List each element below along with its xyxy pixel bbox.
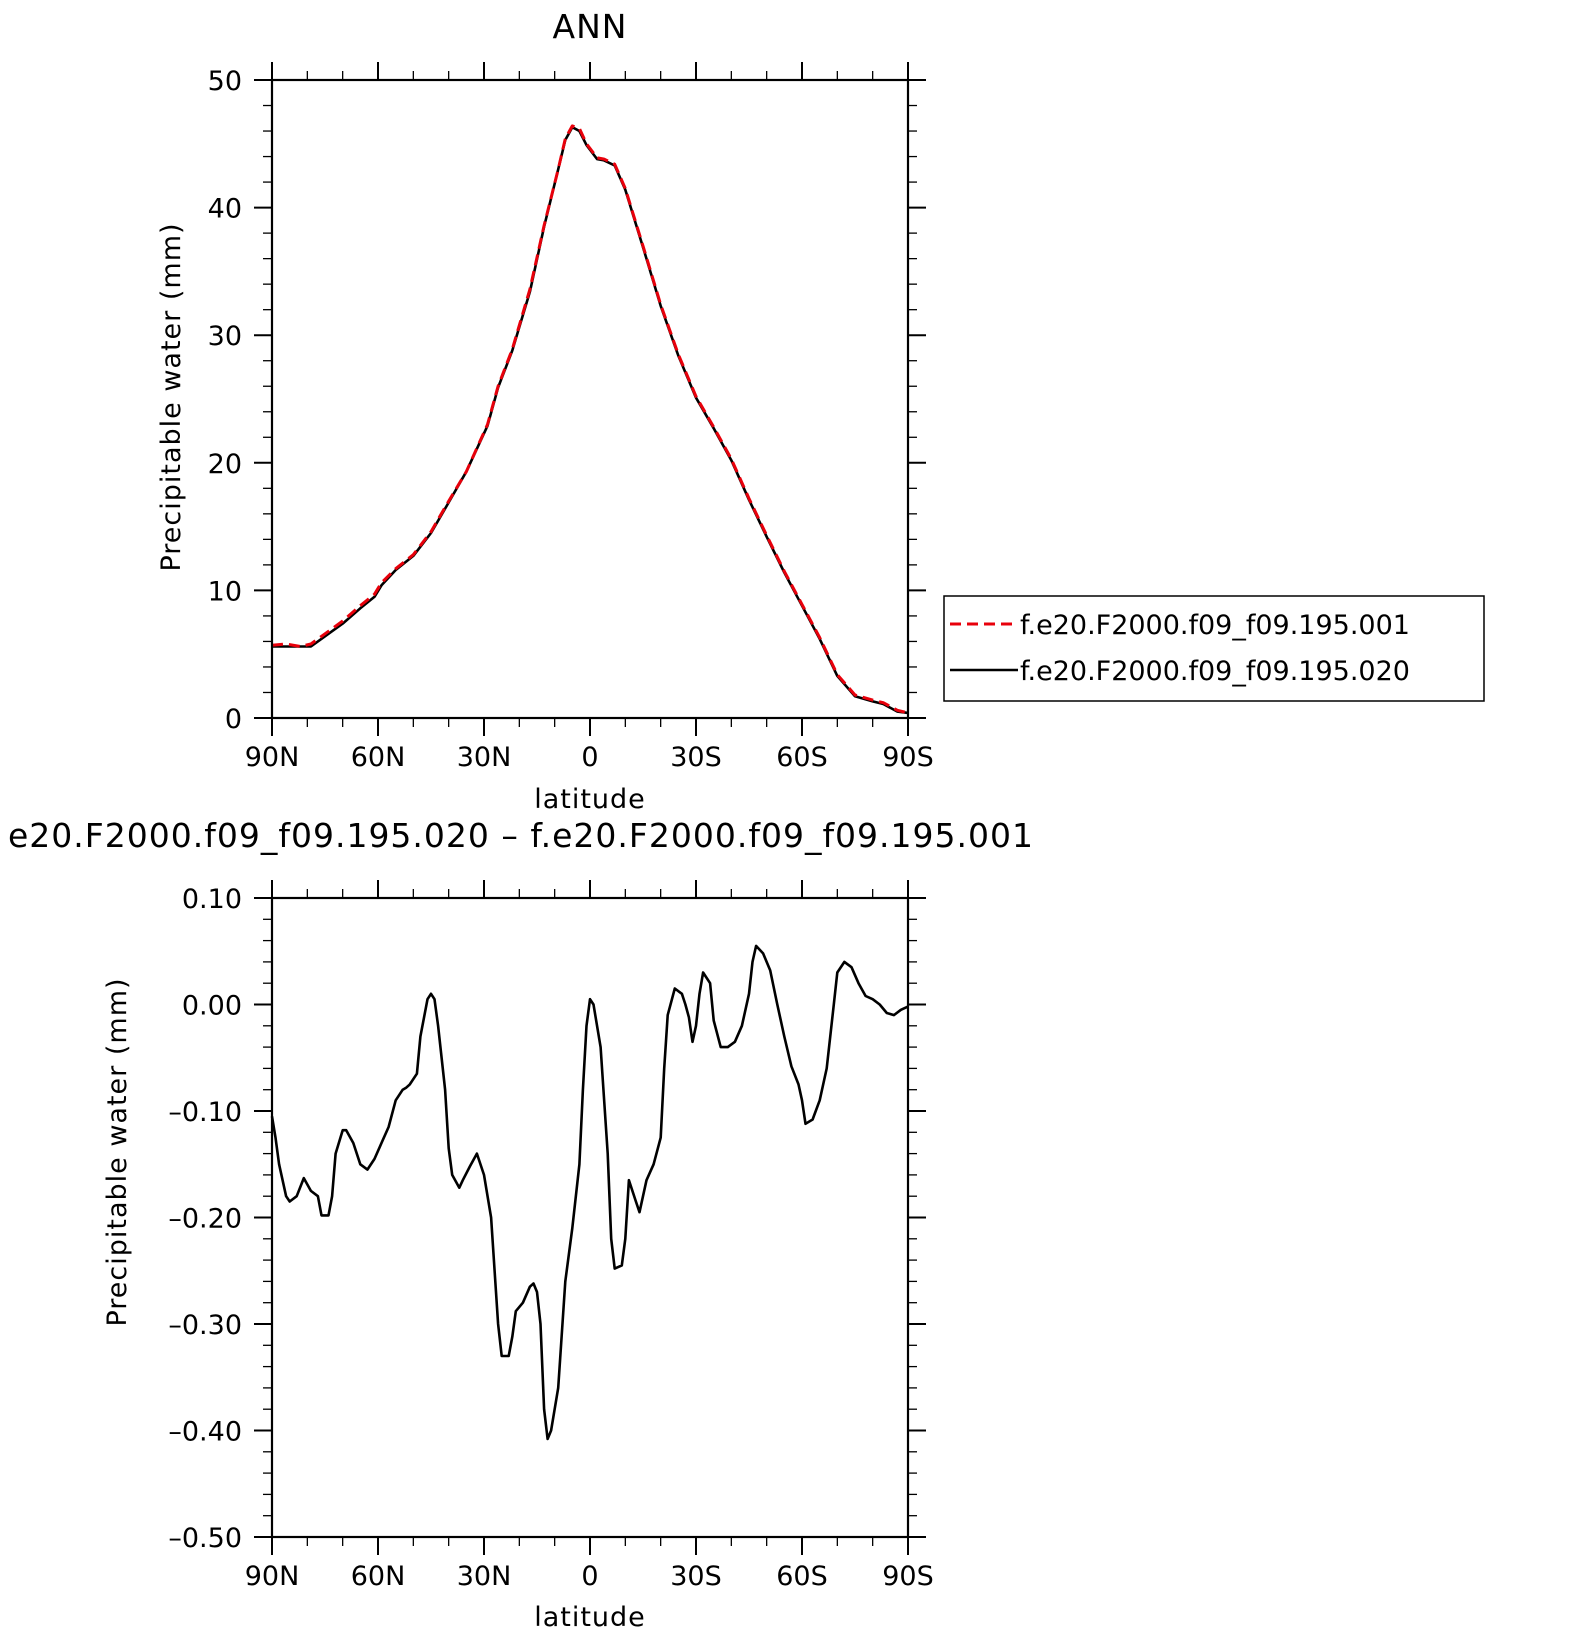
bottom-x-axis-label: latitude <box>534 1602 646 1633</box>
top-chart-title: ANN <box>553 7 628 46</box>
bottom-series-line-0 <box>270 944 909 1441</box>
top-x-tick-label: 30N <box>457 742 512 773</box>
top-y-tick-label: 20 <box>208 449 242 480</box>
bottom-x-tick-label: 60N <box>351 1561 406 1592</box>
bottom-x-tick-label: 30S <box>670 1561 722 1592</box>
bottom-x-tick-label: 90S <box>882 1561 934 1592</box>
top-x-tick-label: 60N <box>351 742 406 773</box>
top-x-tick-label: 0 <box>581 742 598 773</box>
bottom-x-tick-label: 90N <box>245 1561 300 1592</box>
top-y-tick-label: 50 <box>208 66 242 97</box>
top-x-tick-label: 90N <box>245 742 300 773</box>
legend-label-run2: f.e20.F2000.f09_f09.195.020 <box>1020 656 1410 687</box>
bottom-x-tick-label: 60S <box>776 1561 828 1592</box>
top-x-tick-label: 30S <box>670 742 722 773</box>
top-y-axis-label: Precipitable water (mm) <box>156 222 187 571</box>
top-plot-area: 0 10 20 30 40 50 90N 60N 30N 0 30S 60S 90S <box>208 62 934 773</box>
bottom-chart-title: e20.F2000.f09_f09.195.020 – f.e20.F2000.… <box>8 816 1034 855</box>
top-y-tick-label: 40 <box>208 194 242 225</box>
legend: f.e20.F2000.f09_f09.195.001 f.e20.F2000.… <box>943 595 1485 702</box>
bottom-y-tick-label: 0.10 <box>182 884 242 915</box>
bottom-y-tick-label: –0.20 <box>168 1204 242 1235</box>
bottom-y-tick-label: –0.30 <box>168 1310 242 1341</box>
top-series-line-1 <box>272 125 909 715</box>
top-x-tick-label: 90S <box>882 742 934 773</box>
legend-label-run1: f.e20.F2000.f09_f09.195.001 <box>1020 610 1410 641</box>
bottom-y-tick-label: –0.50 <box>168 1523 242 1554</box>
bottom-y-tick-label: –0.10 <box>168 1097 242 1128</box>
difference-panel: e20.F2000.f09_f09.195.020 – f.e20.F2000.… <box>8 816 1034 1633</box>
top-series-line-0 <box>271 124 909 715</box>
top-x-axis-label: latitude <box>534 784 646 815</box>
bottom-y-tick-label: –0.40 <box>168 1417 242 1448</box>
bottom-plot-frame <box>270 896 910 1539</box>
legend-box <box>943 595 1485 702</box>
bottom-y-tick-label: 0.00 <box>182 991 242 1022</box>
bottom-x-tick-label: 30N <box>457 1561 512 1592</box>
bottom-x-tick-label: 0 <box>581 1561 598 1592</box>
bottom-y-axis-label: Precipitable water (mm) <box>102 977 133 1326</box>
top-y-tick-label: 30 <box>208 321 242 352</box>
top-x-tick-label: 60S <box>776 742 828 773</box>
zonal-mean-panel: ANN latitude Precipitable water (mm) 0 10… <box>156 7 934 815</box>
top-y-tick-label: 10 <box>208 576 242 607</box>
top-y-tick-label: 0 <box>225 704 242 735</box>
